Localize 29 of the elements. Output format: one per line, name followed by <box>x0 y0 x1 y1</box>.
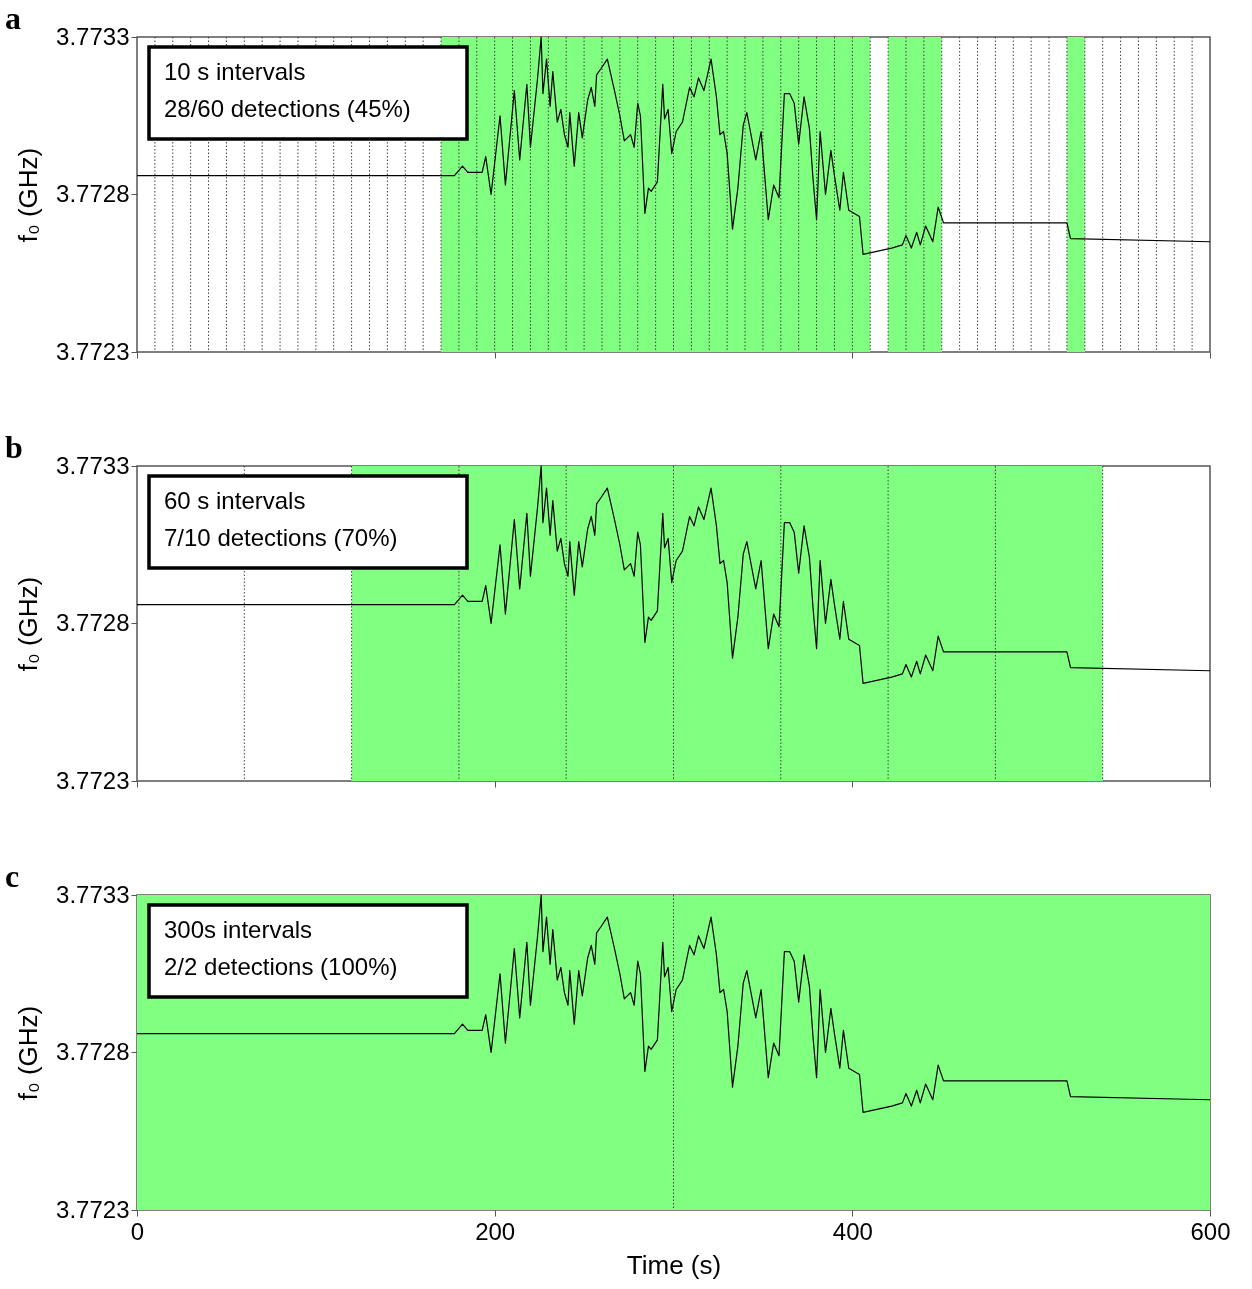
line-series <box>136 465 1211 684</box>
x-tick-label: 0 <box>130 1217 145 1245</box>
line-series <box>136 894 1211 1113</box>
y-tick-label: 3.7723 <box>56 337 130 365</box>
y-tick-label: 3.7728 <box>56 609 130 636</box>
line-series <box>136 36 1211 255</box>
y-tick-label: 3.7733 <box>56 22 130 50</box>
x-tick-label: 200 <box>475 1217 516 1245</box>
y-tick-label: 3.7728 <box>56 180 130 207</box>
annotation: 28/60 detections (45%) <box>164 95 411 122</box>
x-axis-title: Time (s) <box>626 1249 722 1280</box>
annotation: 7/10 detections (70%) <box>164 524 398 551</box>
annotation: 60 s intervals <box>164 487 306 514</box>
chart-title: a <box>5 0 21 36</box>
x-tick-label: 400 <box>832 1217 873 1245</box>
y-axis-title: f₀ (GHz) <box>13 1005 44 1101</box>
x-tick-label: 600 <box>1190 1217 1231 1245</box>
y-axis-title: f₀ (GHz) <box>13 576 44 672</box>
chart-title: b <box>5 429 23 465</box>
annotation: 2/2 detections (100%) <box>164 953 398 980</box>
y-axis-title: f₀ (GHz) <box>13 147 44 243</box>
annotation: 300s intervals <box>164 916 313 943</box>
y-tick-label: 3.7733 <box>56 451 130 479</box>
chart-title: c <box>5 858 20 894</box>
y-tick-label: 3.7723 <box>56 1195 130 1223</box>
annotation: 10 s intervals <box>164 58 306 85</box>
y-tick-label: 3.7733 <box>56 880 130 908</box>
y-tick-label: 3.7723 <box>56 766 130 794</box>
y-tick-label: 3.7728 <box>56 1038 130 1065</box>
